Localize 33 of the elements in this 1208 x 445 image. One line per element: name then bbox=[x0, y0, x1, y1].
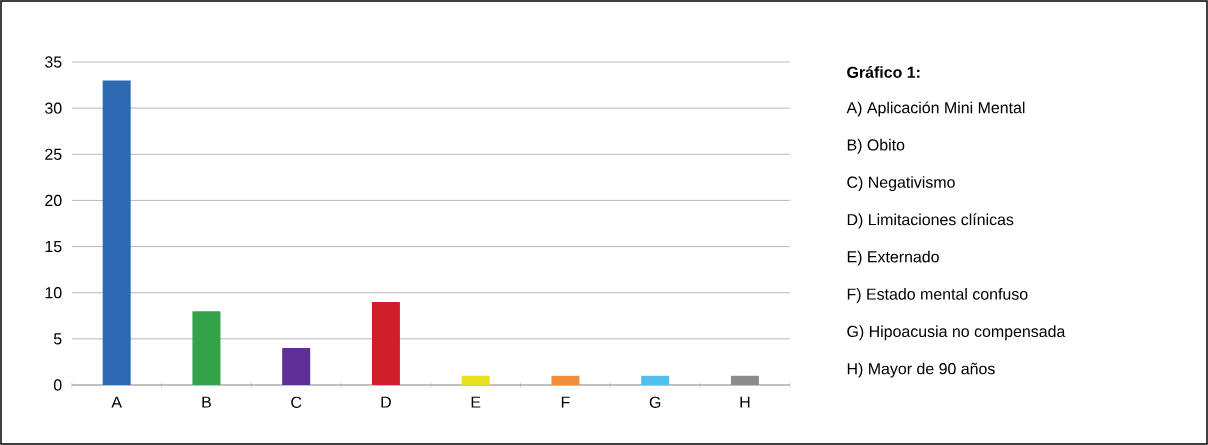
text: G) Hipoacusia no compensada bbox=[847, 325, 1066, 341]
text: F) Estado mental confuso bbox=[847, 288, 1028, 303]
y-tick-label: 35 bbox=[45, 56, 62, 68]
y-tick-label: 10 bbox=[45, 287, 62, 299]
bar bbox=[371, 301, 400, 385]
y-tick-label: 15 bbox=[45, 241, 62, 253]
x-tick-label: A bbox=[111, 396, 122, 408]
bar bbox=[730, 375, 759, 385]
x-tick-label: D bbox=[381, 396, 391, 408]
y-tick-label: 0 bbox=[53, 379, 62, 391]
text: C) Negativismo bbox=[847, 176, 955, 192]
text: H) Mayor de 90 años bbox=[847, 362, 995, 378]
bar bbox=[461, 375, 490, 385]
y-tick-label: 20 bbox=[45, 194, 62, 207]
x-tick-label: F bbox=[561, 396, 570, 408]
y-tick-label: 30 bbox=[45, 102, 62, 114]
text: B) Obito bbox=[847, 138, 905, 154]
x-tick-label: C bbox=[291, 396, 302, 408]
text: D) Limitaciones clínicas bbox=[847, 213, 1014, 229]
bar bbox=[102, 80, 131, 385]
bar bbox=[551, 375, 580, 385]
text: A) Aplicación Mini Mental bbox=[846, 101, 1025, 117]
x-tick-label: G bbox=[649, 396, 661, 408]
y-tick-label: 25 bbox=[45, 148, 62, 160]
bar bbox=[192, 311, 221, 385]
bar bbox=[282, 348, 311, 385]
text: E) Externado bbox=[847, 250, 939, 266]
x-tick-label: H bbox=[740, 396, 750, 408]
x-tick-label: E bbox=[471, 396, 481, 408]
x-tick-label: B bbox=[202, 396, 211, 408]
bar bbox=[641, 375, 670, 385]
text: Gráfico 1: bbox=[847, 66, 920, 78]
y-tick-label: 5 bbox=[53, 333, 62, 345]
